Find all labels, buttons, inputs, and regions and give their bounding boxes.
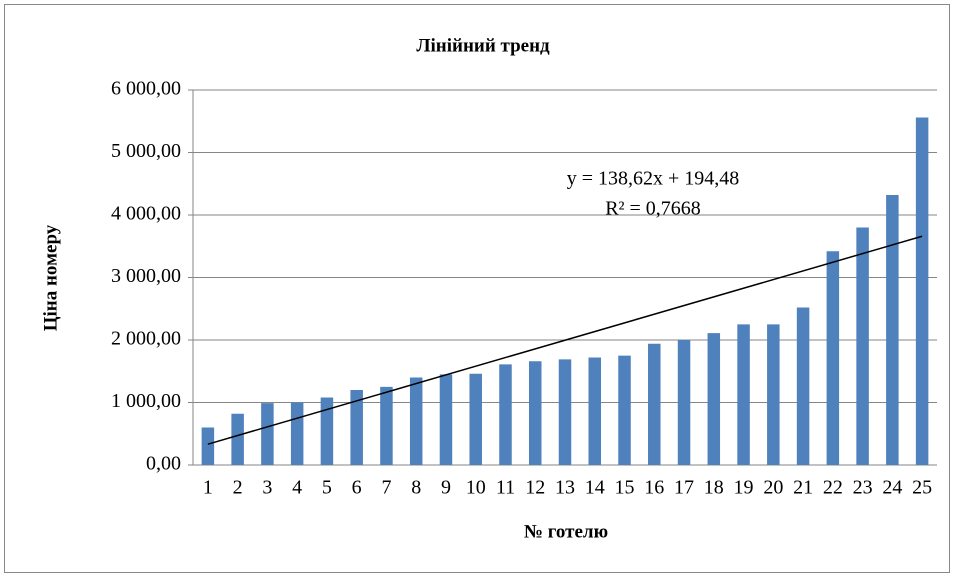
y-tick-label: 5 000,00 xyxy=(111,140,181,162)
x-tick-label: 18 xyxy=(704,477,724,499)
bar xyxy=(558,359,572,465)
chart-border xyxy=(4,4,950,573)
bar xyxy=(618,355,631,465)
x-tick-label: 2 xyxy=(233,477,243,499)
x-tick-label: 4 xyxy=(292,477,302,499)
x-tick-label: 3 xyxy=(262,477,272,499)
bar xyxy=(380,386,393,465)
x-tick-label: 6 xyxy=(352,477,362,499)
x-axis-label: № готелю xyxy=(524,521,608,542)
bar xyxy=(499,364,512,465)
bar xyxy=(767,324,780,465)
bar xyxy=(826,251,840,465)
y-tick-label: 1 000,00 xyxy=(111,390,181,412)
y-tick-label: 3 000,00 xyxy=(111,265,181,287)
bar xyxy=(856,227,869,465)
bar xyxy=(469,373,482,465)
y-tick-label: 6 000,00 xyxy=(111,78,181,100)
bar xyxy=(350,390,363,465)
x-tick-label: 20 xyxy=(763,477,783,499)
bar xyxy=(915,117,929,465)
x-tick-label: 25 xyxy=(912,477,932,499)
bar xyxy=(737,324,750,465)
bar xyxy=(588,357,602,465)
x-tick-label: 12 xyxy=(525,477,545,499)
trendline xyxy=(207,235,923,445)
chart-title: Лінійний тренд xyxy=(416,35,550,56)
bar xyxy=(201,427,215,465)
y-tick-label: 0,00 xyxy=(146,453,181,475)
bar xyxy=(231,413,244,465)
x-tick-label: 14 xyxy=(585,477,605,499)
x-tick-label: 21 xyxy=(793,477,813,499)
x-tick-label: 23 xyxy=(853,477,873,499)
x-tick-label: 17 xyxy=(674,477,694,499)
bar xyxy=(261,403,274,465)
x-tick-label: 7 xyxy=(381,477,391,499)
y-tick-label: 2 000,00 xyxy=(111,328,181,350)
bar xyxy=(886,195,899,465)
x-tick-label: 1 xyxy=(203,477,213,499)
bar xyxy=(677,340,691,465)
y-axis-label: Ціна номеру xyxy=(40,224,61,331)
bar xyxy=(528,361,542,465)
x-tick-label: 10 xyxy=(466,477,486,499)
bar xyxy=(320,397,334,465)
x-tick-label: 15 xyxy=(615,477,635,499)
x-tick-label: 9 xyxy=(441,477,451,499)
x-tick-label: 19 xyxy=(734,477,754,499)
bar xyxy=(648,343,661,465)
trend-equation: y = 138,62x + 194,48 xyxy=(567,168,740,190)
bar xyxy=(409,377,423,465)
y-tick-label: 4 000,00 xyxy=(111,203,181,225)
x-tick-label: 13 xyxy=(555,477,575,499)
x-tick-label: 5 xyxy=(322,477,332,499)
x-tick-label: 8 xyxy=(411,477,421,499)
x-tick-label: 11 xyxy=(496,477,515,499)
bar xyxy=(439,374,453,465)
x-tick-label: 24 xyxy=(882,477,902,499)
bar xyxy=(707,333,721,465)
bar xyxy=(290,402,304,465)
trend-r2: R² = 0,7668 xyxy=(605,198,701,220)
bar xyxy=(796,307,810,465)
x-tick-label: 22 xyxy=(823,477,843,499)
x-tick-label: 16 xyxy=(644,477,664,499)
